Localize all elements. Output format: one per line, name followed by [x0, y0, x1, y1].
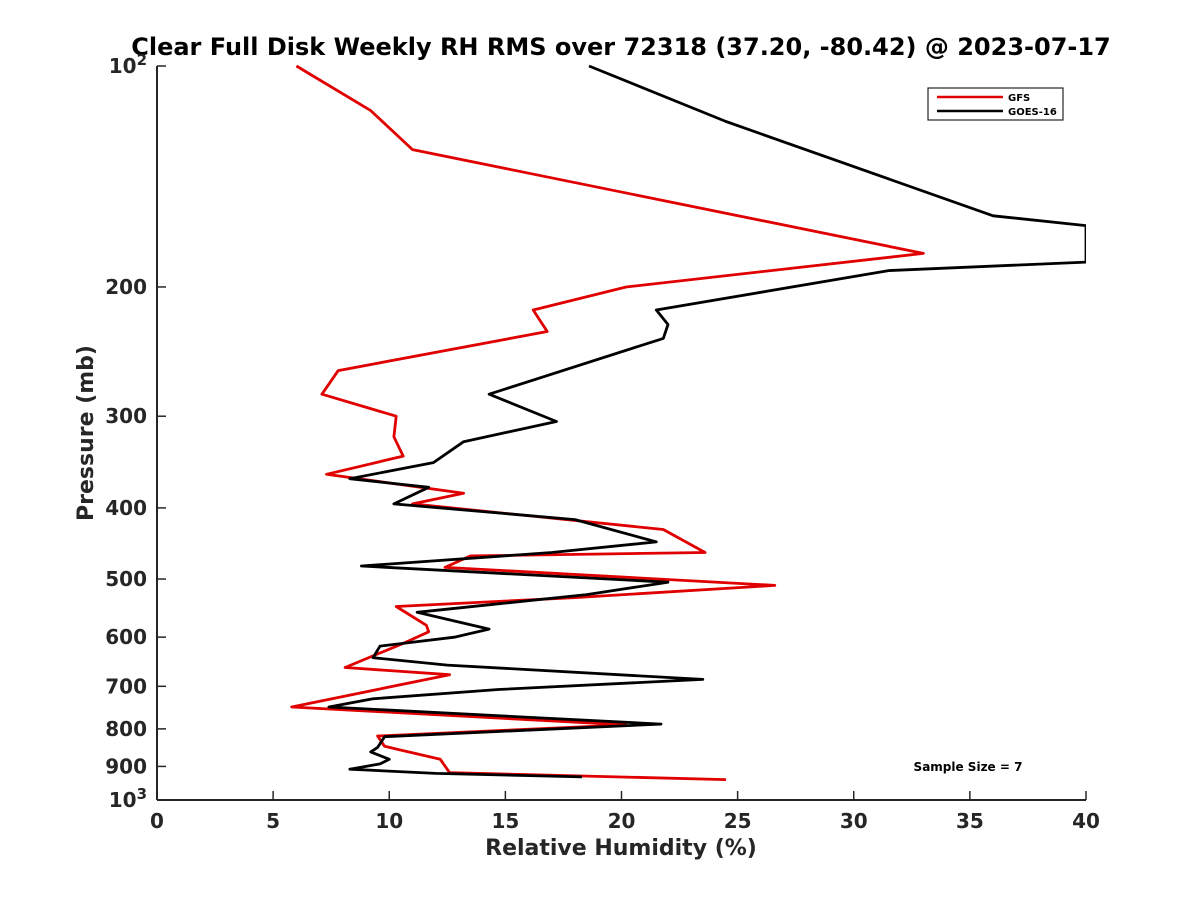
- legend-label-gfs: GFS: [1008, 93, 1030, 104]
- y-tick-label: 700: [105, 674, 147, 698]
- x-tick-label: 40: [1072, 809, 1100, 833]
- x-tick-label: 35: [956, 809, 984, 833]
- y-axis-label: Pressure (mb): [74, 345, 99, 521]
- y-tick-label: 600: [105, 625, 147, 649]
- series-layer: [290, 64, 1086, 781]
- series-line-goes16: [327, 64, 1086, 779]
- x-tick-label: 30: [840, 809, 868, 833]
- x-tick-label: 15: [491, 809, 519, 833]
- y-tick-label: 500: [105, 567, 147, 591]
- y-tick-label: 400: [105, 496, 147, 520]
- x-tick-label: 10: [375, 809, 403, 833]
- x-axis-label: Relative Humidity (%): [485, 836, 757, 861]
- x-tick-label: 25: [724, 809, 752, 833]
- legend-box: [927, 87, 1064, 121]
- series-line-gfs: [290, 64, 925, 781]
- x-tick-label: 0: [150, 809, 164, 833]
- y-tick-label: 102: [109, 51, 147, 78]
- y-tick-label: 200: [105, 275, 147, 299]
- legend: GFS GOES-16: [927, 87, 1064, 121]
- chart-title: Clear Full Disk Weekly RH RMS over 72318…: [131, 33, 1111, 61]
- y-tick-label: 103: [109, 785, 147, 812]
- legend-label-goes16: GOES-16: [1008, 107, 1057, 118]
- x-tick-label: 5: [266, 809, 280, 833]
- plot-area: [156, 66, 1086, 801]
- y-tick-label: 900: [105, 754, 147, 778]
- x-axis-ticks: 0 5 10 15 20 25 30 35 40: [150, 791, 1100, 833]
- y-tick-label: 800: [105, 717, 147, 741]
- sample-size-annotation: Sample Size = 7: [914, 760, 1023, 774]
- x-tick-label: 20: [608, 809, 636, 833]
- y-axis-ticks: 102 200 300 400 500 600 700 800 900 103: [105, 51, 166, 812]
- y-tick-label: 300: [105, 404, 147, 428]
